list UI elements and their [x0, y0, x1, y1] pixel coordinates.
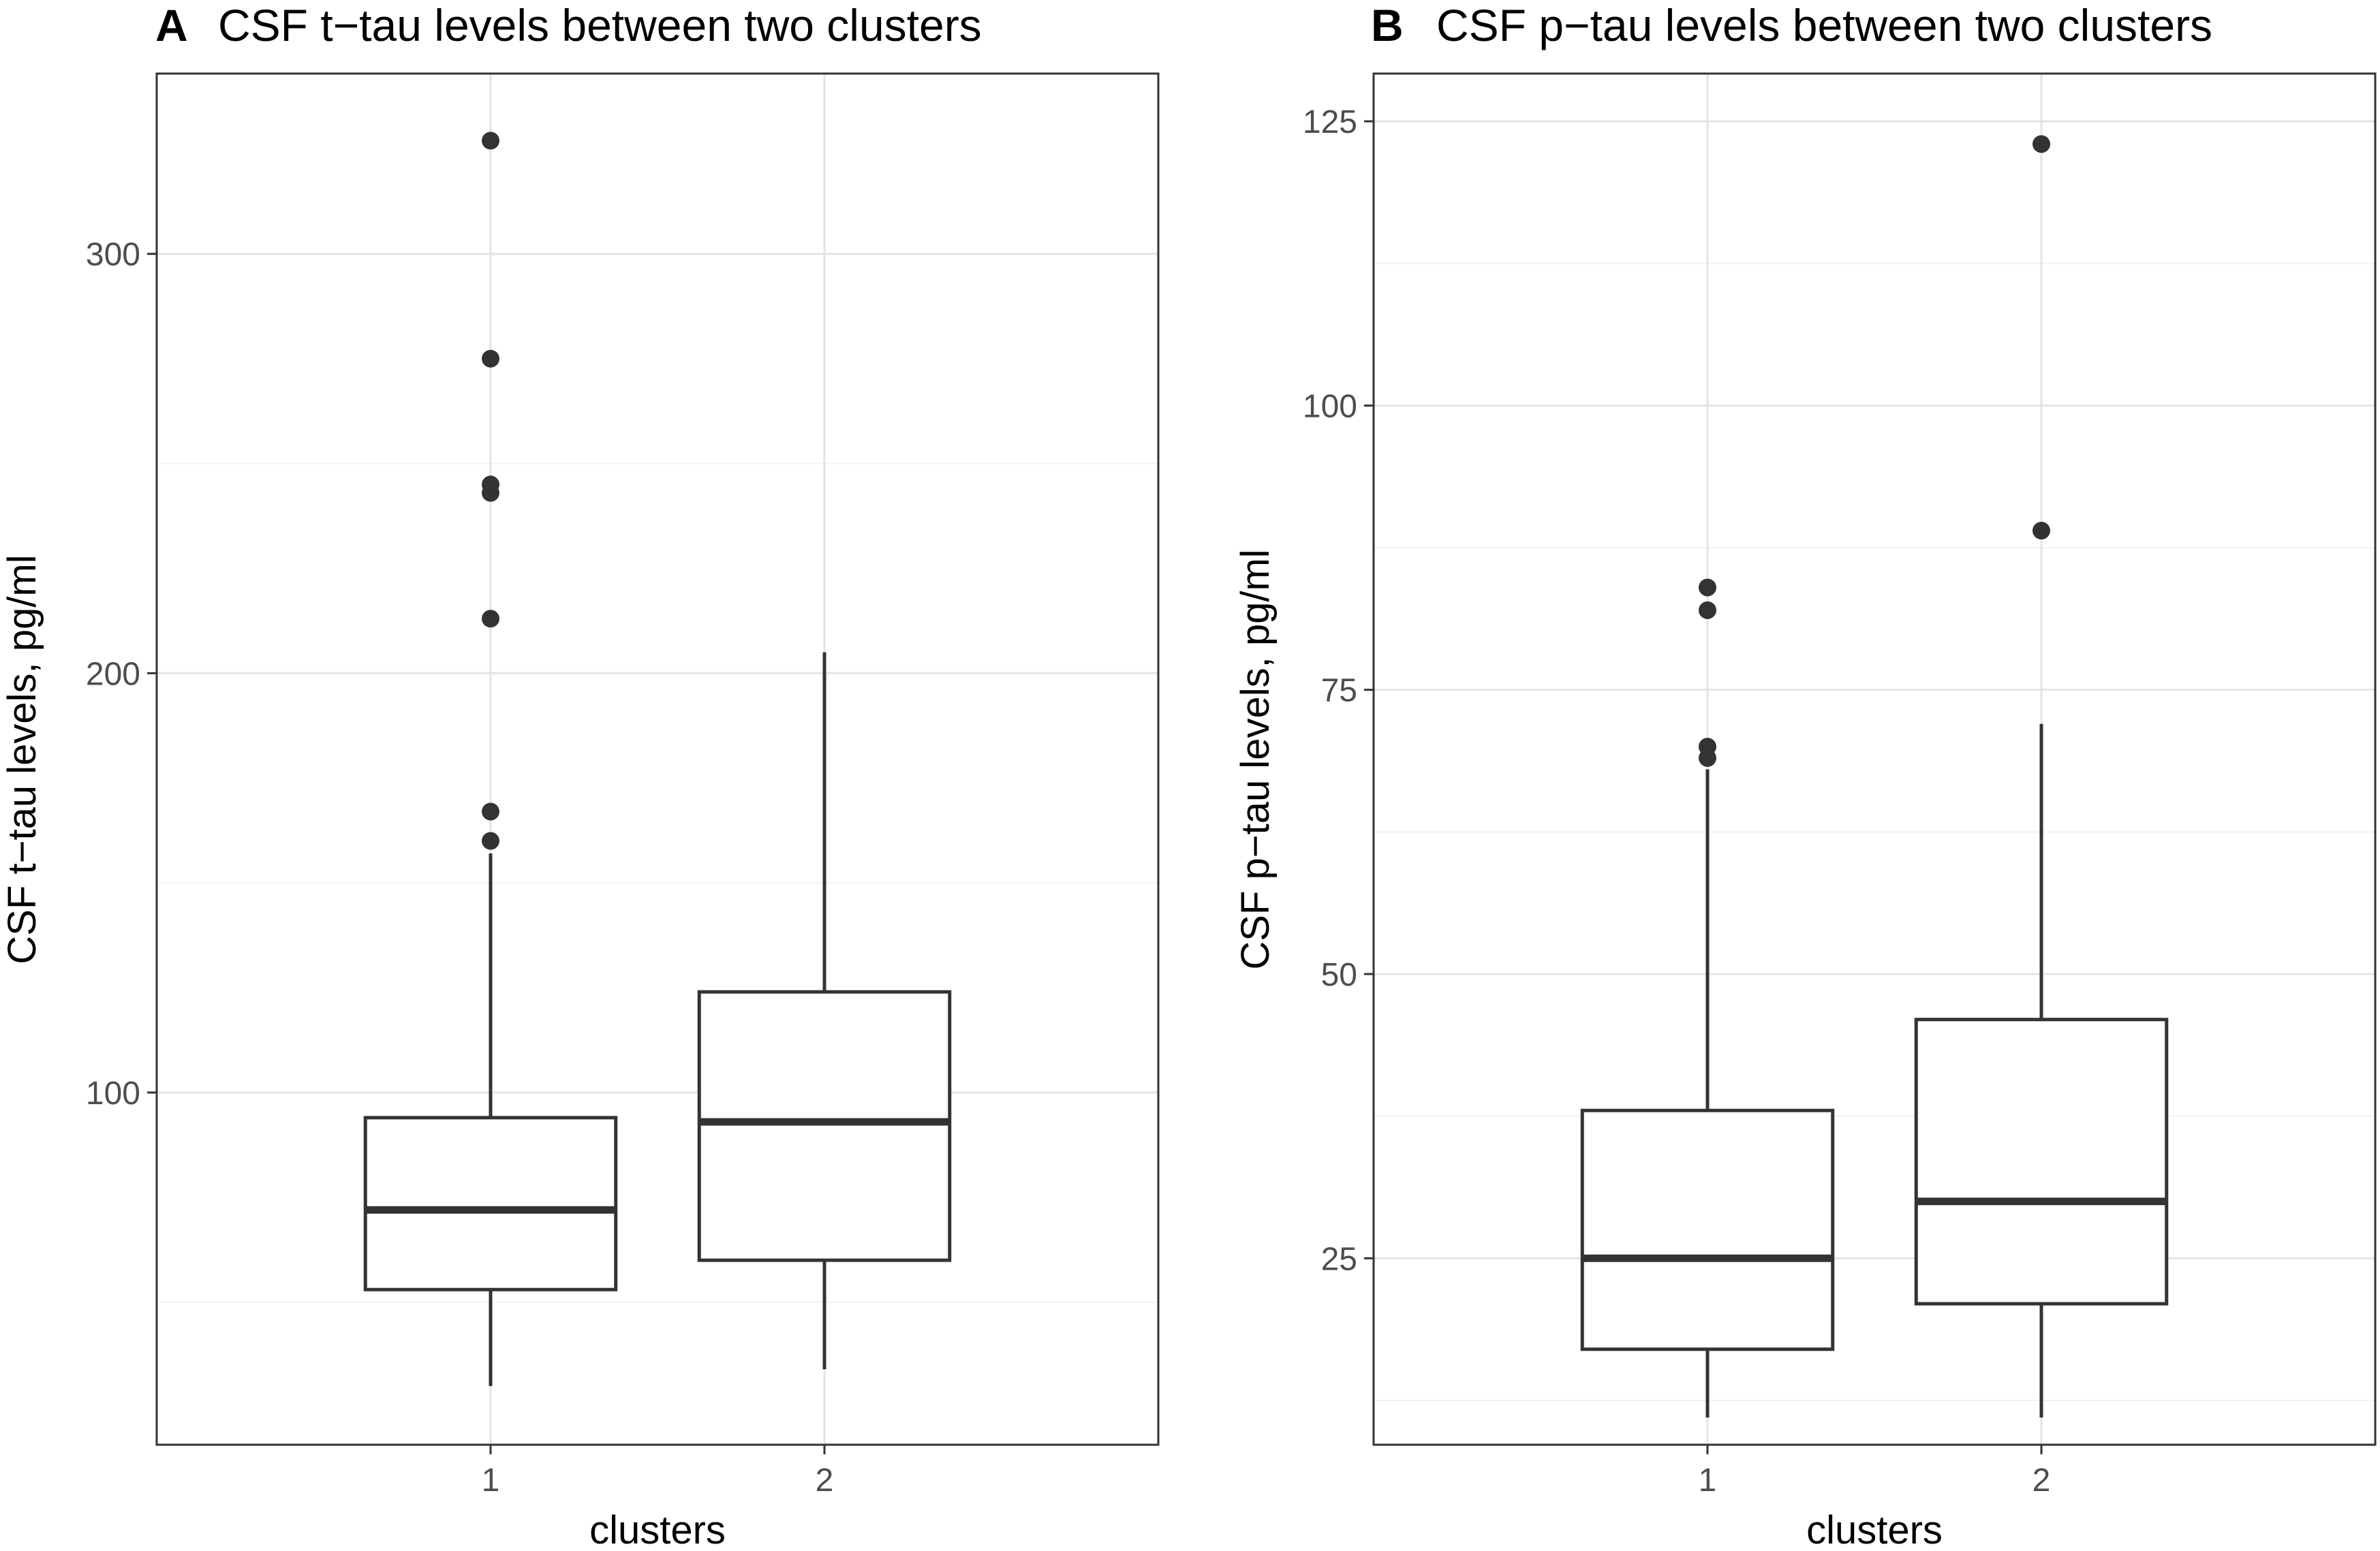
y-tick-label: 100 — [1303, 388, 1357, 424]
boxplots-a — [363, 131, 952, 1386]
box-iqr — [1914, 1018, 2169, 1306]
panel-border-b — [1372, 72, 2377, 1446]
outlier-point — [482, 610, 499, 628]
minor-gridlines-a — [157, 463, 1158, 1303]
x-tick-label: 2 — [816, 1462, 834, 1499]
outlier-point — [1699, 601, 1716, 619]
panel-letter-a: A — [155, 0, 188, 50]
outlier-point — [482, 832, 499, 850]
y-axis-label-a: CSF t−tau levels, pg/ml — [0, 554, 44, 964]
outlier-point — [482, 349, 499, 368]
boxplots-b — [1580, 135, 2169, 1417]
y-axis-ticks-a: 100 200 300 — [86, 237, 157, 1112]
panel-border-a — [155, 72, 1160, 1446]
outlier-point — [2033, 135, 2050, 153]
x-tick-label: 1 — [1699, 1462, 1717, 1499]
y-tick-label: 200 — [86, 656, 140, 692]
chart-title-b: CSF p−tau levels between two clusters — [1436, 0, 2212, 50]
x-tick-label: 1 — [482, 1462, 500, 1499]
outlier-point — [482, 475, 499, 494]
plot-area-a — [157, 74, 1158, 1445]
minor-gridlines-b — [1374, 262, 2375, 1401]
y-tick-label: 300 — [86, 237, 140, 273]
outlier-point — [2033, 522, 2050, 539]
box-iqr — [697, 990, 952, 1262]
outlier-point — [1699, 738, 1716, 756]
y-tick-label: 75 — [1321, 673, 1357, 709]
outlier-point — [1699, 578, 1716, 597]
x-axis-label-a: clusters — [589, 1508, 726, 1551]
chart-title-a: CSF t−tau levels between two clusters — [218, 0, 982, 50]
plot-area-b — [1374, 74, 2375, 1445]
box-iqr — [1580, 1108, 1835, 1351]
panel-letter-b: B — [1371, 0, 1404, 50]
y-tick-label: 25 — [1321, 1241, 1357, 1277]
outlier-point — [482, 802, 499, 821]
x-tick-label: 2 — [2033, 1462, 2051, 1499]
y-tick-label: 125 — [1303, 104, 1357, 140]
x-axis-label-b: clusters — [1806, 1508, 1943, 1551]
outlier-point — [482, 131, 499, 150]
y-axis-label-b: CSF p−tau levels, pg/ml — [1233, 549, 1278, 969]
box-iqr — [363, 1116, 618, 1291]
y-tick-label: 100 — [86, 1076, 140, 1112]
y-tick-label: 50 — [1321, 957, 1357, 993]
y-axis-ticks-b: 25 50 75 100 125 — [1303, 104, 1374, 1277]
